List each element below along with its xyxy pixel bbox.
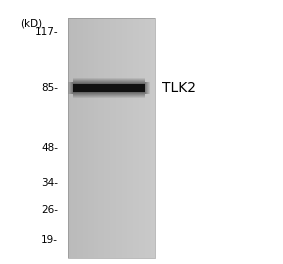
Bar xyxy=(72,82,73,94)
Bar xyxy=(73,97,145,98)
Text: 48-: 48- xyxy=(41,143,58,153)
Bar xyxy=(74,18,75,258)
Bar xyxy=(83,18,84,258)
Bar xyxy=(145,18,146,258)
Bar xyxy=(85,18,87,258)
Bar xyxy=(129,18,130,258)
Bar xyxy=(132,18,133,258)
Bar xyxy=(73,96,145,97)
Bar xyxy=(114,18,116,258)
Bar xyxy=(73,93,145,94)
Bar xyxy=(139,18,140,258)
Bar xyxy=(127,18,129,258)
Bar xyxy=(148,18,149,258)
Text: 34-: 34- xyxy=(41,178,58,188)
Bar xyxy=(87,18,88,258)
Bar xyxy=(77,18,78,258)
Bar xyxy=(104,18,106,258)
Bar xyxy=(81,18,83,258)
Bar xyxy=(112,18,113,258)
Bar xyxy=(145,82,146,94)
Bar xyxy=(135,18,136,258)
Bar xyxy=(73,94,145,95)
Bar xyxy=(154,18,155,258)
Text: 26-: 26- xyxy=(41,205,58,215)
Bar xyxy=(142,18,143,258)
Text: 85-: 85- xyxy=(41,83,58,93)
Bar xyxy=(140,18,142,258)
Bar xyxy=(101,18,103,258)
Bar xyxy=(119,18,120,258)
Bar xyxy=(113,18,114,258)
Bar xyxy=(68,18,69,258)
Bar xyxy=(73,95,145,96)
Bar xyxy=(73,92,145,93)
Bar xyxy=(147,82,148,94)
Bar xyxy=(75,18,77,258)
Bar xyxy=(73,80,145,81)
Bar xyxy=(146,82,147,94)
Bar xyxy=(71,18,72,258)
Bar xyxy=(125,18,126,258)
Bar xyxy=(73,83,145,84)
Bar xyxy=(71,82,72,94)
Bar xyxy=(107,18,109,258)
Bar xyxy=(100,18,101,258)
Text: TLK2: TLK2 xyxy=(162,81,196,95)
Bar xyxy=(130,18,132,258)
Bar xyxy=(136,18,138,258)
Bar xyxy=(143,18,145,258)
Bar xyxy=(133,18,135,258)
Bar xyxy=(116,18,117,258)
Bar xyxy=(110,18,112,258)
Bar xyxy=(73,79,145,80)
Bar xyxy=(93,18,94,258)
Bar xyxy=(98,18,100,258)
Bar xyxy=(120,18,122,258)
Text: 117-: 117- xyxy=(34,27,58,37)
Bar xyxy=(149,18,151,258)
Bar xyxy=(117,18,119,258)
Bar xyxy=(73,78,145,79)
Text: 19-: 19- xyxy=(41,235,58,245)
Bar xyxy=(91,18,93,258)
Bar xyxy=(78,18,80,258)
Bar xyxy=(122,18,123,258)
Bar xyxy=(69,18,71,258)
Bar xyxy=(126,18,127,258)
Text: (kD): (kD) xyxy=(20,18,42,28)
Bar xyxy=(90,18,91,258)
Bar xyxy=(151,18,152,258)
Bar xyxy=(68,82,69,94)
Bar xyxy=(94,18,96,258)
Bar xyxy=(97,18,98,258)
Bar xyxy=(80,18,81,258)
Bar xyxy=(106,18,107,258)
Bar xyxy=(96,18,97,258)
Bar xyxy=(68,18,155,258)
Bar xyxy=(138,18,139,258)
Bar xyxy=(73,82,145,83)
Bar xyxy=(123,18,125,258)
Bar xyxy=(73,81,145,82)
Bar xyxy=(152,18,154,258)
Bar xyxy=(149,82,150,94)
Bar xyxy=(148,82,149,94)
Bar xyxy=(72,18,74,258)
Bar xyxy=(103,18,104,258)
Bar xyxy=(70,82,71,94)
Bar xyxy=(146,18,148,258)
Bar xyxy=(69,82,70,94)
Bar xyxy=(84,18,85,258)
Bar xyxy=(88,18,90,258)
Bar xyxy=(73,84,145,92)
Bar xyxy=(109,18,110,258)
